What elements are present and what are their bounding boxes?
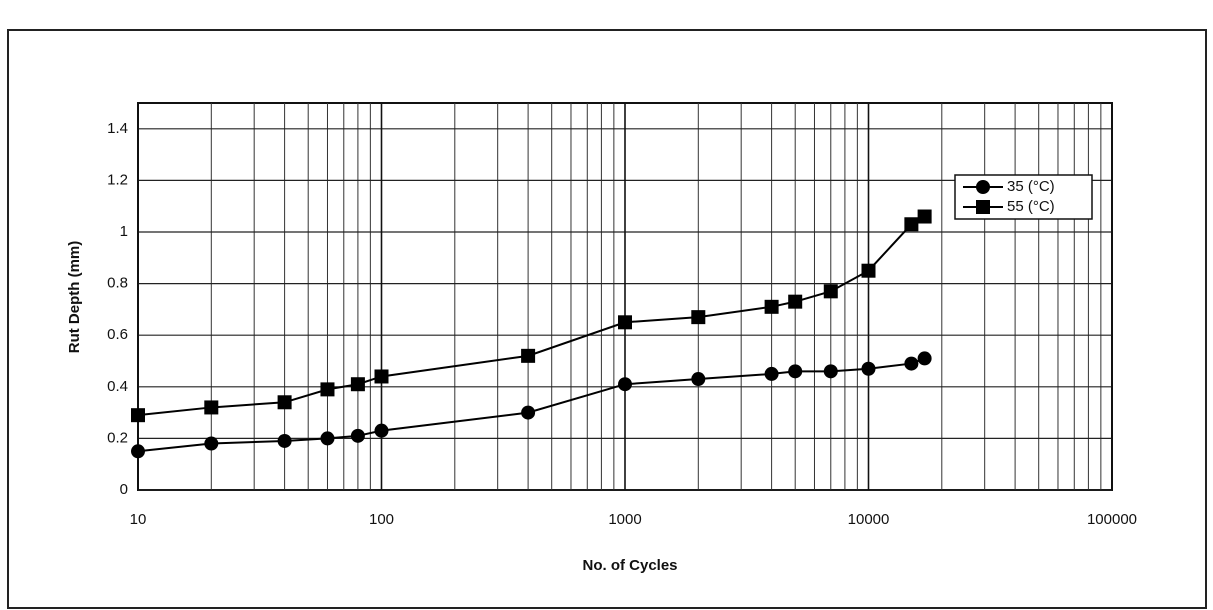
x-axis-label: No. of Cycles [582,557,677,574]
legend-label: 35 (°C) [1007,178,1055,195]
frame [7,29,1207,609]
marker [691,372,706,387]
y-tick-label: 0.4 [107,378,128,395]
legend-marker [976,180,990,194]
marker [350,428,365,443]
marker [131,444,145,459]
marker [691,310,706,325]
marker [788,364,803,379]
x-tick-label: 100 [369,511,394,528]
marker [374,369,389,384]
marker [320,431,335,446]
marker [374,423,389,438]
legend-label: 55 (°C) [1007,198,1055,215]
marker [204,400,219,415]
marker [904,217,919,232]
marker [823,284,838,299]
x-tick-label: 10 [130,511,147,528]
marker [277,433,292,448]
x-tick-label: 10000 [848,511,890,528]
x-tick-label: 1000 [608,511,641,528]
marker [861,361,876,376]
marker [521,405,536,420]
legend-marker [976,200,990,214]
marker [861,263,876,278]
marker [904,356,919,371]
x-tick-label: 100000 [1087,511,1137,528]
marker [320,382,335,397]
marker [823,364,838,379]
marker [764,366,779,381]
marker [204,436,219,451]
marker [131,408,145,423]
marker [917,209,932,224]
marker [521,348,536,363]
y-tick-label: 0.2 [107,429,128,446]
marker [788,294,803,309]
y-tick-label: 1 [120,223,128,240]
y-tick-label: 0 [120,481,128,498]
y-axis-label: Rut Depth (mm) [66,241,83,354]
marker [277,395,292,410]
marker [350,377,365,392]
marker [618,315,632,330]
marker [917,351,932,366]
marker [764,299,779,314]
y-tick-label: 0.6 [107,326,128,343]
y-tick-label: 1.2 [107,171,128,188]
line [137,215,926,417]
y-tick-label: 0.8 [107,275,128,292]
y-tick-label: 1.4 [107,120,128,137]
marker [618,377,632,392]
